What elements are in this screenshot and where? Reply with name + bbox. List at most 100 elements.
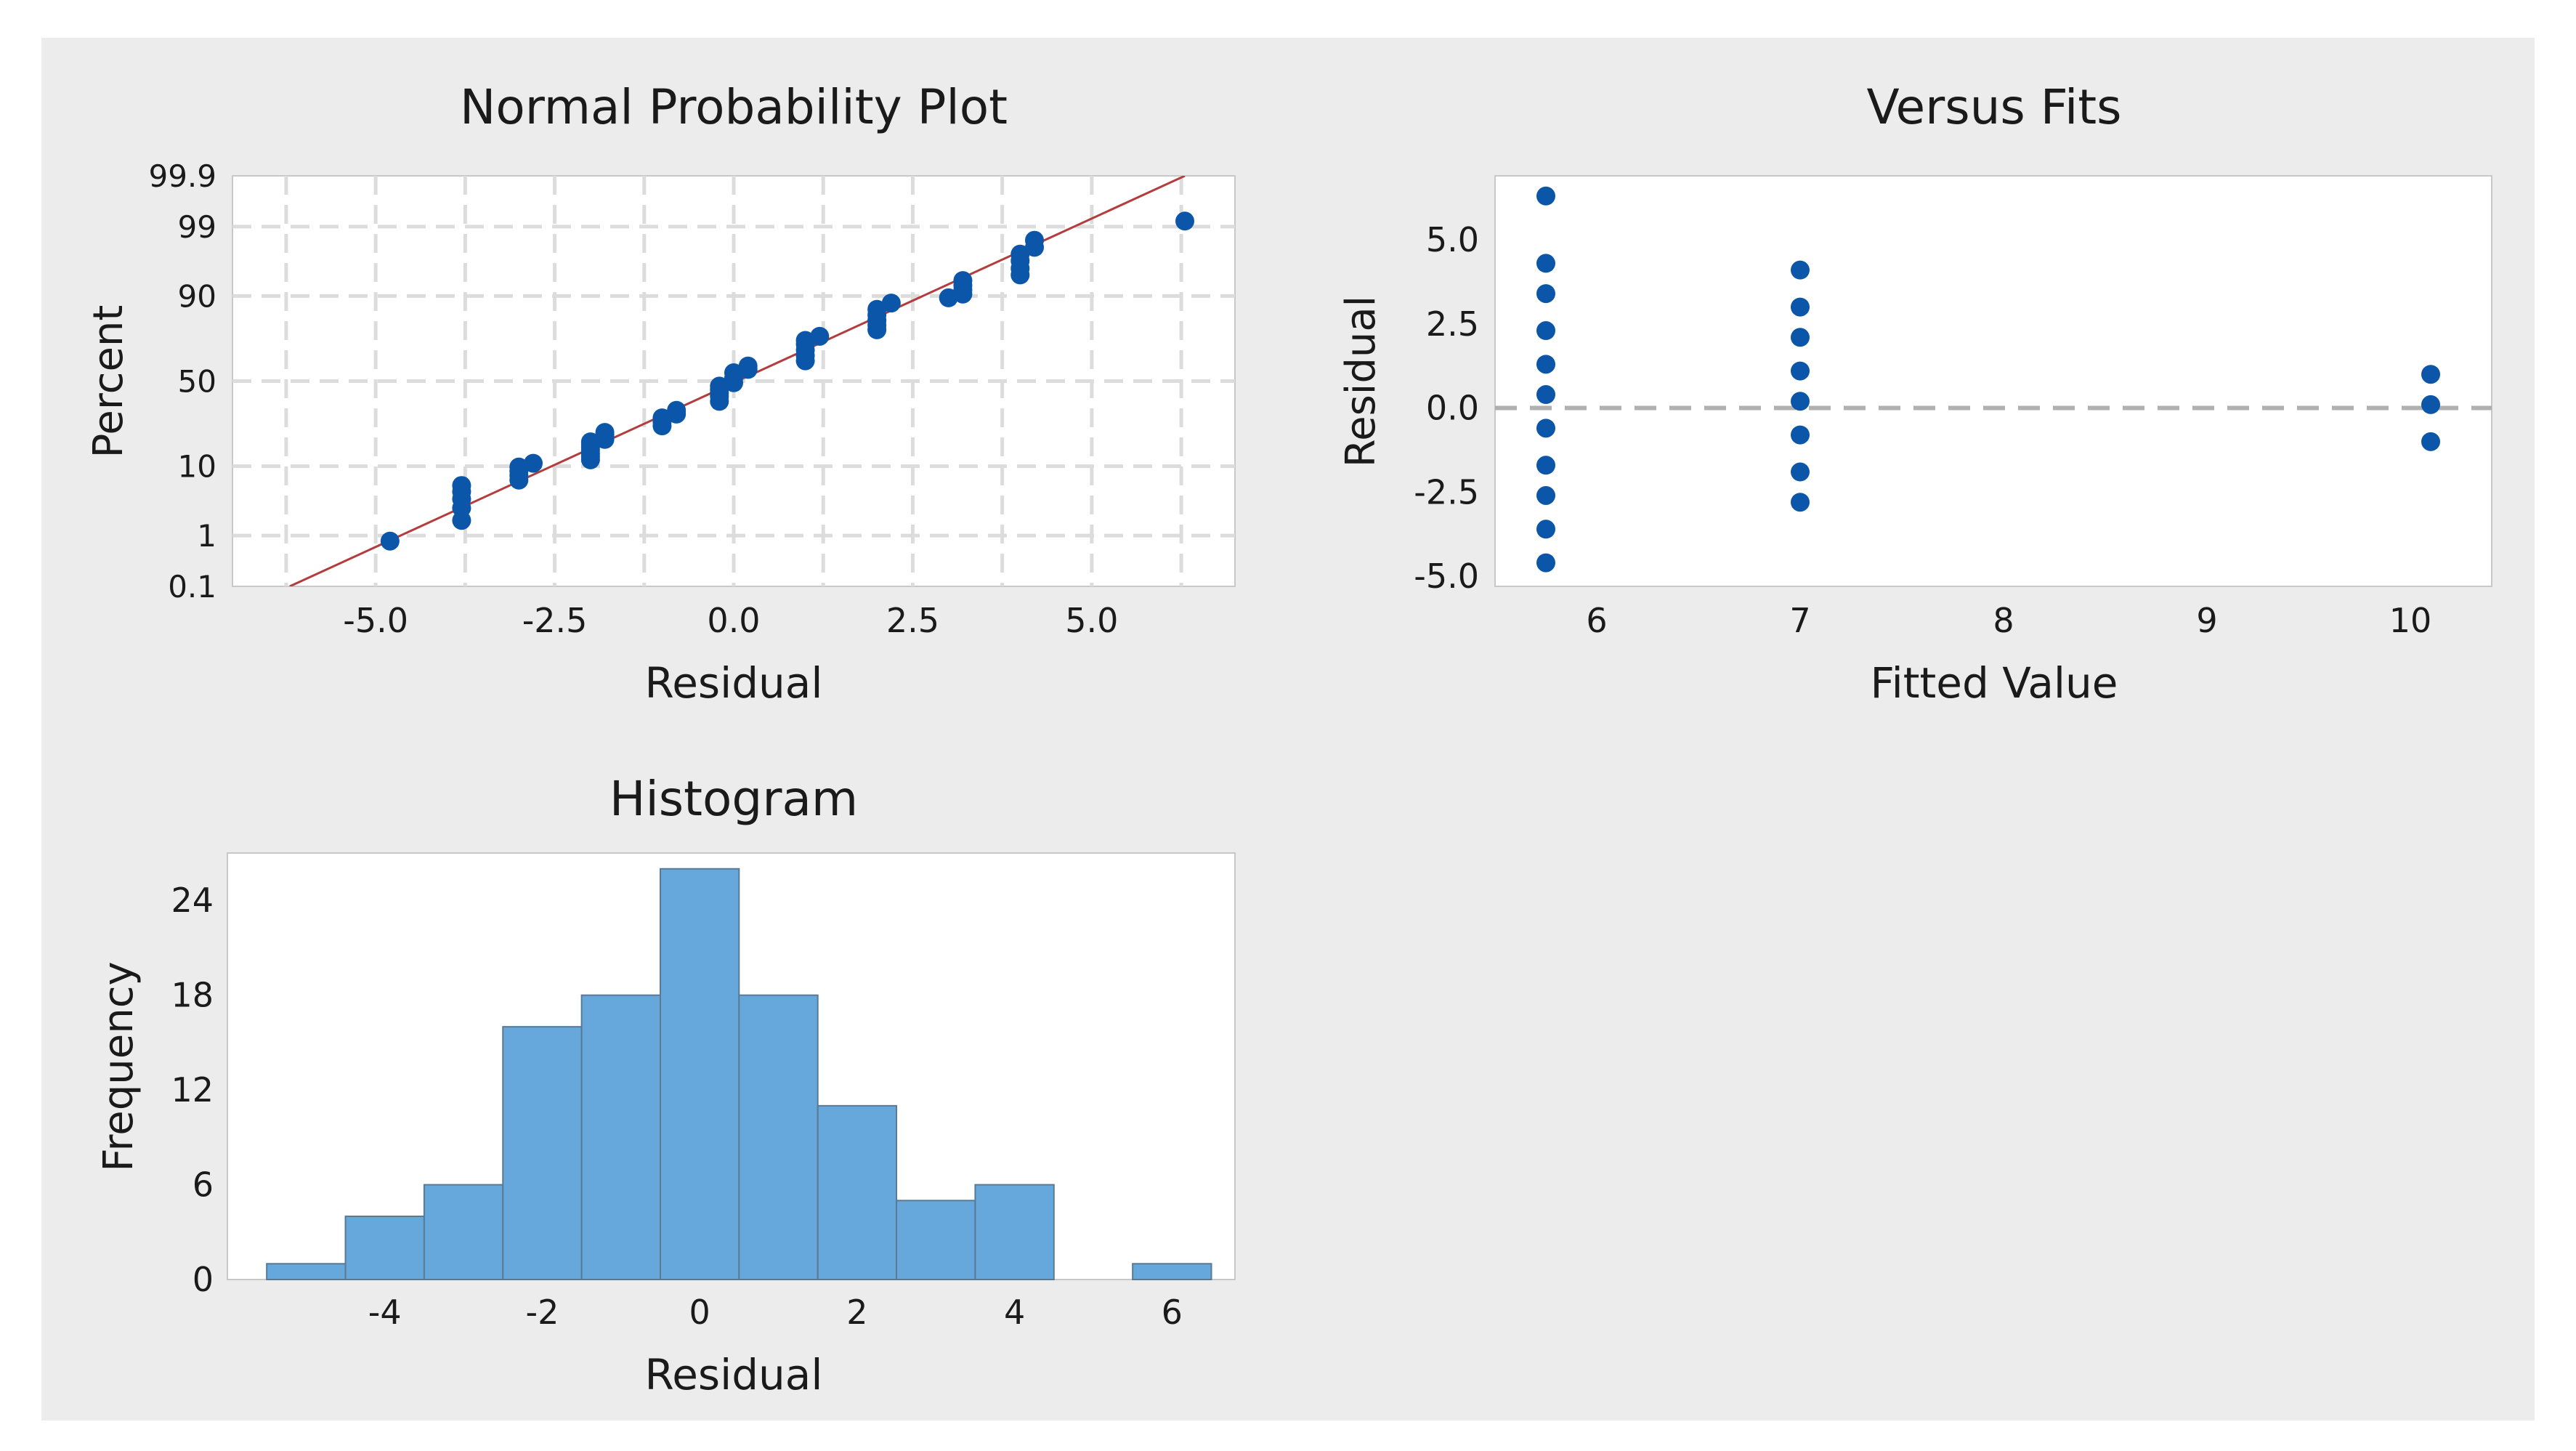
histogram-bar	[344, 1216, 425, 1280]
probability-point	[710, 376, 729, 396]
probability-y-tick-label: 99.9	[148, 158, 216, 194]
probability-x-tick-label: -5.0	[343, 601, 408, 640]
versus-fits-point	[2421, 365, 2440, 384]
histogram-bar	[817, 1104, 898, 1280]
versus-fits-point	[1536, 485, 1555, 505]
versus-fits-point	[1536, 385, 1555, 405]
probability-x-axis-label: Residual	[645, 658, 823, 708]
versus-fits-x-tick-label: 7	[1789, 601, 1810, 640]
histogram-bar	[659, 868, 740, 1280]
histogram-x-tick-label: 6	[1162, 1293, 1183, 1332]
versus-fits-plot-area	[1494, 175, 2492, 587]
histogram-bar	[896, 1200, 976, 1280]
probability-y-tick-label: 90	[178, 278, 216, 314]
probability-y-axis-label: Percent	[85, 305, 132, 458]
histogram-x-ticks: -4 -2 0 2 4 6	[368, 1293, 1183, 1332]
probability-point	[580, 432, 600, 452]
versus-fits-point	[1536, 321, 1555, 341]
probability-y-tick-label: 50	[178, 364, 216, 400]
versus-fits-point	[1791, 328, 1810, 347]
versus-fits-x-ticks: 6 7 8 9 10	[1586, 601, 2431, 640]
probability-y-tick-label: 10	[178, 449, 216, 485]
versus-fits-point	[1791, 361, 1810, 381]
versus-fits-x-tick-label: 6	[1586, 601, 1607, 640]
versus-fits-y-tick-label: -5.0	[1414, 557, 1479, 596]
versus-fits-y-tick-label: 0.0	[1426, 389, 1479, 428]
probability-point	[667, 400, 686, 420]
probability-point	[881, 294, 901, 313]
versus-fits-point	[1791, 260, 1810, 280]
histogram-y-tick-label: 0	[193, 1260, 214, 1299]
versus-fits-x-tick-label: 10	[2389, 601, 2432, 640]
probability-point	[738, 356, 758, 376]
versus-fits-point	[1791, 462, 1810, 482]
versus-fits-y-ticks: -5.0 -2.5 0.0 2.5 5.0	[1414, 220, 1479, 596]
versus-fits-x-tick-label: 9	[2196, 601, 2217, 640]
histogram-bar	[502, 1026, 583, 1281]
versus-fits-point	[1791, 493, 1810, 512]
histogram-y-tick-label: 24	[171, 881, 214, 920]
probability-x-tick-label: -2.5	[522, 601, 588, 640]
versus-fits-title: Versus Fits	[1866, 79, 2121, 135]
probability-point	[524, 453, 543, 473]
probability-y-ticks: 0.1 1 10 50 90 99 99.9	[148, 158, 216, 605]
versus-fits-point	[1791, 297, 1810, 317]
versus-fits-points	[1536, 186, 2440, 573]
probability-x-ticks: -5.0 -2.5 0.0 2.5 5.0	[343, 601, 1118, 640]
probability-x-tick-label: 5.0	[1065, 601, 1118, 640]
histogram-x-tick-label: -2	[526, 1293, 559, 1332]
histogram-bars	[266, 868, 1212, 1281]
versus-fits-plot: Versus Fits 6 7 8 9 10 -5.0 -2.5 0.0 2.5 5.0 Fit…	[1337, 79, 2492, 708]
versus-fits-point	[1536, 355, 1555, 374]
versus-fits-point	[1536, 520, 1555, 539]
histogram-y-tick-label: 6	[193, 1165, 214, 1205]
probability-point	[953, 271, 973, 291]
probability-point	[380, 531, 400, 551]
versus-fits-point	[1536, 553, 1555, 573]
probability-point	[939, 288, 958, 307]
histogram-bar	[266, 1263, 347, 1281]
probability-x-tick-label: 0.0	[707, 601, 760, 640]
versus-fits-point	[1791, 392, 1810, 411]
histogram-y-axis-label: Frequency	[95, 961, 142, 1171]
probability-point	[724, 363, 743, 383]
histogram-x-tick-label: 4	[1004, 1293, 1025, 1332]
histogram-y-tick-label: 18	[171, 976, 214, 1015]
histogram-x-tick-label: -4	[368, 1293, 402, 1332]
histogram-x-tick-label: 2	[846, 1293, 867, 1332]
versus-fits-point	[1536, 456, 1555, 475]
histogram-bar	[1132, 1263, 1212, 1281]
probability-point	[1025, 230, 1044, 250]
versus-fits-point	[2421, 395, 2440, 414]
probability-y-tick-label: 0.1	[168, 569, 216, 605]
probability-point	[452, 476, 471, 496]
versus-fits-y-tick-label: 2.5	[1426, 304, 1479, 344]
probability-y-tick-label: 99	[178, 209, 216, 245]
versus-fits-y-axis-label: Residual	[1337, 296, 1385, 468]
probability-point	[795, 331, 815, 350]
versus-fits-point	[2421, 432, 2440, 451]
histogram-bar	[974, 1184, 1055, 1280]
probability-point	[595, 423, 615, 442]
histogram-bar	[738, 994, 819, 1280]
probability-points	[380, 211, 1194, 551]
versus-fits-point	[1536, 419, 1555, 438]
versus-fits-y-tick-label: 5.0	[1426, 220, 1479, 259]
normal-probability-plot: Normal Probability Plot -5.0 -2.5 0.0 2.5 5.…	[85, 79, 1236, 708]
versus-fits-x-tick-label: 8	[1993, 601, 2014, 640]
histogram-x-axis-label: Residual	[645, 1350, 823, 1399]
probability-plot-title: Normal Probability Plot	[460, 79, 1008, 135]
probability-point	[867, 299, 887, 319]
probability-point	[652, 408, 672, 428]
histogram-y-ticks: 0 6 12 18 24	[171, 881, 214, 1299]
probability-x-tick-label: 2.5	[886, 601, 939, 640]
versus-fits-point	[1536, 284, 1555, 304]
versus-fits-point	[1536, 254, 1555, 273]
histogram-x-tick-label: 0	[689, 1293, 710, 1332]
versus-fits-y-tick-label: -2.5	[1414, 472, 1479, 512]
versus-fits-point	[1536, 186, 1555, 206]
probability-point	[810, 326, 830, 346]
probability-point	[1010, 244, 1030, 264]
